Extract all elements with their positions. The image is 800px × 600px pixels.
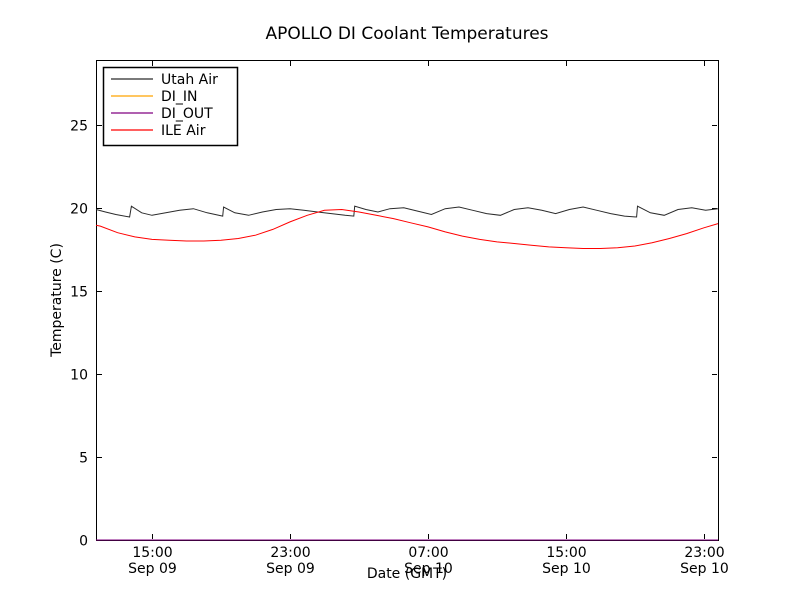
legend-box [102, 66, 239, 147]
x-tick-label-date: Sep 09 [128, 561, 177, 577]
legend-label-di-in: DI_IN [161, 89, 198, 105]
y-tick-label: 10 [70, 368, 88, 384]
y-tick-label: 20 [70, 202, 88, 218]
x-tick-label-time: 23:00 [270, 545, 310, 561]
x-tick-label-date: Sep 10 [680, 561, 729, 577]
legend-label-di-out: DI_OUT [161, 106, 213, 122]
series-line-ile-air [95, 208, 719, 249]
y-tick-label: 15 [70, 285, 88, 301]
y-tick-label: 0 [79, 534, 88, 550]
legend-label-ile-air: ILE Air [161, 123, 206, 139]
x-tick-label-time: 15:00 [546, 545, 586, 561]
x-tick-label-time: 07:00 [408, 545, 448, 561]
y-tick-label: 25 [70, 119, 88, 135]
x-axis-label: Date (GMT) [366, 566, 448, 582]
legend-label-utah-air: Utah Air [161, 72, 218, 88]
x-tick-label-date: Sep 10 [542, 561, 591, 577]
x-tick-label-date: Sep 09 [266, 561, 315, 577]
y-axis-label: Temperature (C) [49, 243, 65, 357]
y-tick-label: 5 [79, 451, 88, 467]
series-line-utah-air [95, 205, 719, 218]
x-tick-label-time: 15:00 [132, 545, 172, 561]
x-tick-label-date: Sep 10 [404, 561, 453, 577]
chart-title: APOLLO DI Coolant Temperatures [265, 24, 549, 44]
x-tick-label-time: 23:00 [684, 545, 724, 561]
